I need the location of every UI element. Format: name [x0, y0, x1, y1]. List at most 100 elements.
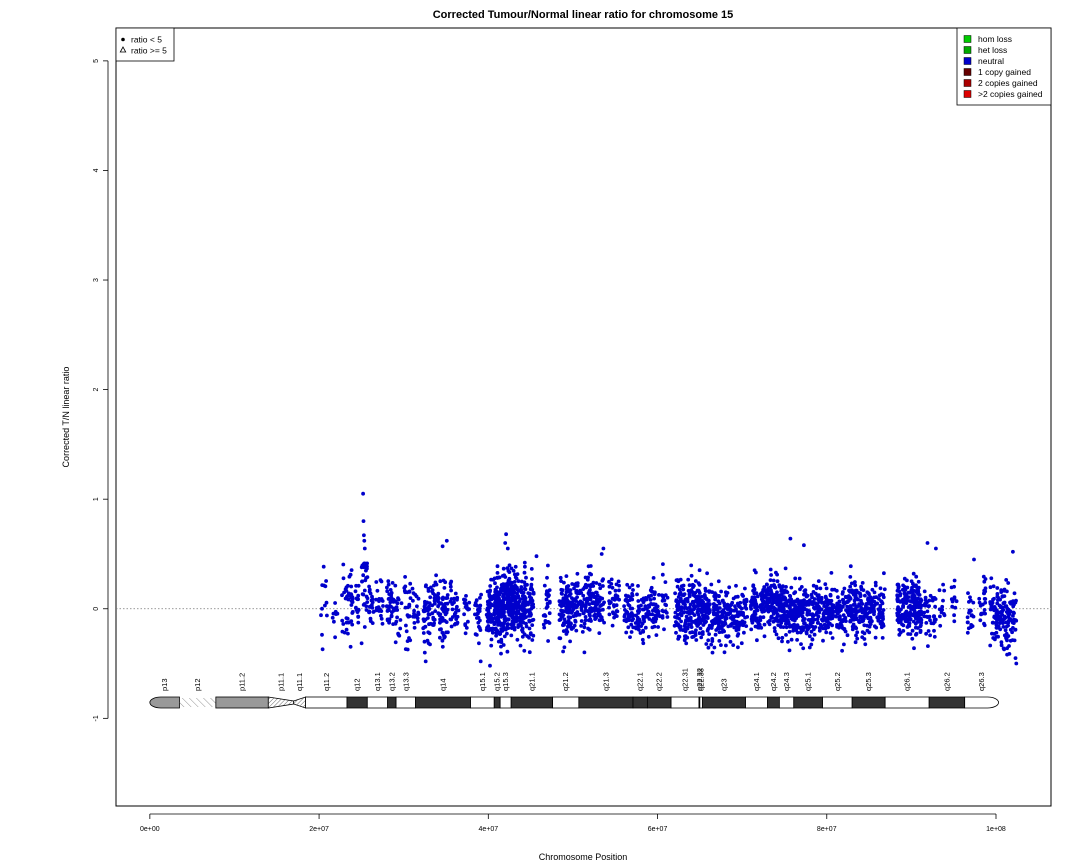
data-point — [587, 602, 592, 607]
data-point — [677, 605, 682, 610]
data-point — [412, 621, 417, 625]
data-point — [876, 618, 881, 623]
data-point — [427, 631, 432, 636]
data-point — [858, 608, 862, 613]
data-point — [449, 579, 454, 584]
data-point — [602, 620, 606, 625]
data-point — [582, 650, 587, 655]
data-point — [488, 597, 492, 602]
data-point — [988, 643, 993, 648]
data-point — [952, 613, 956, 618]
data-point — [686, 610, 690, 614]
data-point — [722, 629, 726, 634]
data-point — [661, 562, 665, 566]
data-point — [759, 602, 764, 607]
data-point — [816, 593, 821, 597]
data-point — [940, 604, 945, 609]
data-point — [410, 586, 415, 591]
data-point — [802, 625, 806, 630]
data-point — [406, 614, 411, 619]
data-point — [952, 578, 957, 583]
x-tick-label: 8e+07 — [817, 826, 837, 833]
data-point — [784, 585, 788, 589]
data-point — [586, 626, 590, 631]
data-point — [515, 588, 520, 592]
data-point — [501, 566, 506, 571]
data-point — [682, 638, 687, 643]
data-point — [877, 613, 881, 618]
data-point — [998, 627, 1003, 632]
data-point — [413, 592, 418, 597]
data-point — [848, 575, 853, 579]
data-point — [926, 644, 930, 648]
data-point — [543, 619, 548, 623]
data-point — [853, 640, 858, 645]
data-point — [872, 590, 877, 595]
data-point — [486, 628, 491, 633]
data-point — [362, 533, 366, 538]
data-point — [841, 601, 846, 605]
data-point — [709, 582, 714, 587]
data-point — [379, 613, 383, 618]
data-point — [464, 594, 468, 598]
data-point — [675, 584, 680, 589]
data-point — [456, 608, 461, 613]
data-point — [505, 600, 510, 605]
data-point — [505, 584, 510, 588]
data-point — [712, 602, 716, 607]
data-point — [733, 604, 737, 609]
data-point — [791, 603, 796, 607]
data-point — [602, 600, 606, 605]
data-point — [630, 591, 634, 596]
data-point — [583, 615, 588, 619]
data-point — [562, 580, 566, 585]
color-legend-swatch — [963, 35, 972, 43]
data-point — [790, 612, 795, 617]
ideogram-band-label: q22.2 — [655, 672, 664, 691]
data-point — [588, 564, 593, 568]
data-point — [912, 646, 916, 651]
data-point — [913, 625, 918, 630]
data-point — [1012, 617, 1016, 622]
data-point — [522, 648, 527, 653]
data-point — [497, 632, 502, 636]
data-point — [394, 619, 399, 624]
data-point — [919, 612, 924, 617]
data-point — [594, 590, 598, 595]
data-point — [344, 616, 349, 620]
data-point — [525, 582, 529, 587]
data-point — [801, 646, 806, 651]
data-point — [789, 637, 794, 642]
data-point — [760, 590, 764, 595]
data-point — [362, 538, 367, 543]
data-point — [772, 626, 777, 630]
data-point — [873, 583, 878, 588]
data-point — [769, 573, 773, 577]
data-point — [724, 643, 728, 648]
data-point — [769, 588, 773, 593]
data-point — [727, 585, 732, 590]
ideogram-band-q21-1 — [510, 696, 554, 709]
data-point — [709, 642, 714, 647]
data-point — [792, 622, 797, 627]
data-point — [630, 583, 635, 587]
data-point — [930, 598, 935, 603]
data-point — [707, 632, 711, 636]
data-point — [810, 637, 815, 642]
data-point — [752, 595, 756, 600]
data-point — [568, 639, 572, 644]
data-point — [728, 610, 732, 615]
data-point — [795, 638, 799, 642]
data-point — [627, 585, 632, 590]
data-point — [386, 579, 391, 584]
data-point — [432, 593, 437, 597]
data-point — [865, 611, 870, 616]
data-point — [1012, 591, 1017, 596]
data-point — [574, 605, 578, 609]
data-point — [843, 615, 848, 620]
data-point — [1009, 601, 1013, 606]
data-point — [597, 631, 602, 635]
data-point — [849, 606, 853, 611]
data-point — [361, 491, 365, 496]
data-point — [853, 594, 858, 599]
